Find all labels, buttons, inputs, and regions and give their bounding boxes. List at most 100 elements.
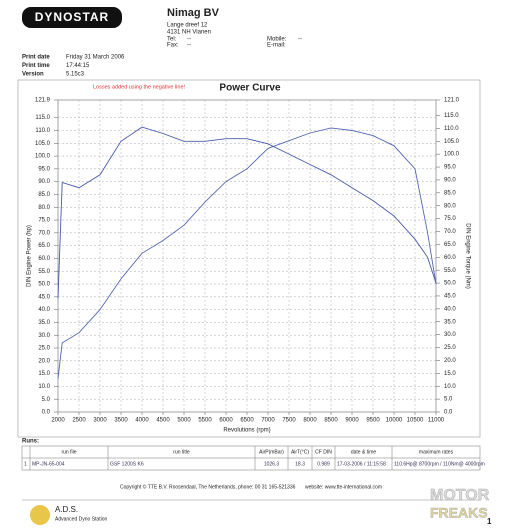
y-tick-label: 45.0 bbox=[38, 294, 50, 300]
print-label: Print date bbox=[22, 55, 50, 61]
website: website: www.tte-international.com bbox=[305, 484, 382, 490]
y2-tick-label: 75.0 bbox=[444, 216, 456, 222]
watermark: MOTOR bbox=[430, 487, 490, 504]
column-header: date & time bbox=[351, 449, 377, 455]
x-tick-label: 4500 bbox=[156, 418, 170, 424]
y-tick-label: 100.0 bbox=[35, 154, 51, 160]
runs-label: Runs: bbox=[22, 439, 39, 445]
y-tick-label: 10.0 bbox=[38, 384, 50, 390]
x-tick-label: 6500 bbox=[240, 418, 254, 424]
x-tick-label: 10000 bbox=[386, 418, 403, 424]
x-tick-label: 9500 bbox=[366, 418, 380, 424]
y2-tick-label: 20.0 bbox=[444, 358, 456, 364]
note: Losses added using the negative line! bbox=[93, 84, 186, 90]
cell: MP-JN-65-004 bbox=[32, 461, 65, 467]
column-header: CF DIN bbox=[315, 449, 332, 455]
label: Fax: bbox=[167, 43, 179, 49]
y2-tick-label: 115.0 bbox=[444, 113, 459, 119]
cell: 110.6Hp@ 8700rpm / 110Nm@ 4000rpm bbox=[394, 461, 485, 467]
x-tick-label: 8000 bbox=[303, 418, 317, 424]
label: E-mail: bbox=[267, 43, 286, 49]
y2-tick-label: 110.0 bbox=[444, 126, 459, 132]
y2-tick-label: 90.0 bbox=[444, 178, 456, 184]
cell: 0.989 bbox=[317, 461, 330, 467]
y2-tick-label: 100.0 bbox=[444, 152, 460, 158]
ads-icon bbox=[30, 505, 50, 525]
column-header: run title bbox=[173, 449, 190, 455]
column-header: run file bbox=[61, 449, 76, 455]
print-value: 17:44:15 bbox=[66, 63, 90, 69]
label: Tel: bbox=[167, 37, 177, 43]
x-tick-label: 11000 bbox=[428, 418, 445, 424]
y2-tick-label: 105.0 bbox=[444, 139, 460, 145]
label: Mobile: bbox=[267, 37, 287, 43]
y-tick-label: 80.0 bbox=[38, 205, 50, 211]
cell: 1 bbox=[24, 461, 27, 467]
x-tick-label: 5000 bbox=[177, 418, 191, 424]
y2-tick-label: 30.0 bbox=[444, 332, 456, 338]
page-number: 1 bbox=[487, 517, 492, 526]
x-tick-label: 7500 bbox=[282, 418, 296, 424]
column-header: AirP(mBar) bbox=[259, 449, 284, 455]
cell: 17-03-2006 / 11:15:58 bbox=[337, 461, 386, 467]
x-tick-label: 10500 bbox=[407, 418, 424, 424]
y-tick-label: 40.0 bbox=[38, 307, 50, 313]
x-tick-label: 4000 bbox=[135, 418, 149, 424]
y2-tick-label: 70.0 bbox=[444, 229, 456, 235]
value: -- bbox=[187, 37, 191, 43]
cell: 1026.3 bbox=[264, 461, 280, 467]
y-tick-label: 55.0 bbox=[38, 269, 50, 275]
column-header: AirT(°C) bbox=[291, 449, 309, 455]
chart-frame bbox=[17, 79, 481, 438]
y-tick-label: 70.0 bbox=[38, 230, 50, 236]
logo-box bbox=[22, 7, 122, 28]
y2-tick-label: 10.0 bbox=[444, 384, 456, 390]
y-tick-label: 121.9 bbox=[35, 98, 51, 104]
company: Nimag BV bbox=[167, 7, 220, 19]
print-label: Print time bbox=[22, 63, 50, 69]
column-header: maximum rates bbox=[419, 449, 454, 455]
y-tick-label: 25.0 bbox=[38, 346, 50, 352]
y2-tick-label: 95.0 bbox=[444, 165, 456, 171]
print-value: 5.15c3 bbox=[66, 72, 85, 78]
y2-tick-label: 45.0 bbox=[444, 294, 456, 300]
x-label: Revolutions (rpm) bbox=[223, 428, 270, 434]
y-tick-label: 20.0 bbox=[38, 358, 50, 364]
watermark: FREAKS bbox=[430, 505, 488, 521]
y2-tick-label: 55.0 bbox=[444, 268, 456, 274]
y2-label: DIN Engine Torque (Nm) bbox=[464, 223, 470, 289]
y2-tick-label: 80.0 bbox=[444, 203, 456, 209]
y2-tick-label: 60.0 bbox=[444, 255, 456, 261]
y-label: DIN Engine Power (hp) bbox=[27, 225, 33, 287]
y2-tick-label: 85.0 bbox=[444, 190, 456, 196]
value: -- bbox=[187, 43, 191, 49]
chart-title: Power Curve bbox=[219, 83, 281, 94]
y-tick-label: 115.0 bbox=[35, 115, 50, 121]
ads: A.D.S. bbox=[55, 505, 78, 514]
y-tick-label: 105.0 bbox=[35, 141, 51, 147]
logo: DYNOSTAR bbox=[35, 10, 109, 24]
x-tick-label: 8500 bbox=[324, 418, 338, 424]
print-label: Version bbox=[22, 72, 44, 78]
y2-tick-label: 50.0 bbox=[444, 281, 456, 287]
y-tick-label: 30.0 bbox=[38, 333, 50, 339]
y-tick-label: 0.0 bbox=[42, 410, 51, 416]
y-tick-label: 50.0 bbox=[38, 282, 50, 288]
x-tick-label: 6000 bbox=[219, 418, 233, 424]
y-tick-label: 65.0 bbox=[38, 243, 50, 249]
x-tick-label: 3500 bbox=[114, 418, 128, 424]
y2-tick-label: 0.0 bbox=[444, 410, 453, 416]
x-tick-label: 7000 bbox=[261, 418, 275, 424]
y2-tick-label: 15.0 bbox=[444, 371, 456, 377]
copyright: Copyright © TTE B.V. Roosendaal, The Net… bbox=[120, 483, 296, 490]
y-tick-label: 60.0 bbox=[38, 256, 50, 262]
y-tick-label: 5.0 bbox=[42, 397, 51, 403]
cell: 18.3 bbox=[295, 461, 305, 467]
y-tick-label: 85.0 bbox=[38, 192, 50, 198]
y2-tick-label: 25.0 bbox=[444, 345, 456, 351]
address: 4131 NH Vianen bbox=[167, 30, 211, 36]
x-tick-label: 5500 bbox=[198, 418, 212, 424]
y2-tick-label: 121.0 bbox=[444, 98, 460, 104]
y2-tick-label: 40.0 bbox=[444, 306, 456, 312]
